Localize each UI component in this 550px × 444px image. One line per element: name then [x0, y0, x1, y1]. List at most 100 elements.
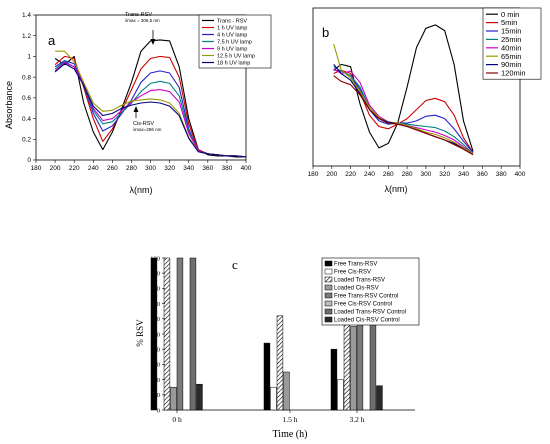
- bar: [176, 257, 184, 411]
- series-line: [54, 55, 247, 158]
- legend-entry: 12.5 h UV lamp: [217, 53, 255, 59]
- y-tick-label: 40: [154, 347, 161, 354]
- legend-swatch: [324, 276, 333, 283]
- y-tick-label: 1: [27, 54, 31, 61]
- panel-c-label: c: [232, 257, 238, 272]
- y-tick-label: 0.4: [22, 116, 31, 123]
- legend-box: [321, 257, 420, 326]
- panel-c-chart: 0 10 20 30 40 50 60 70 80 90 100 0 h 1.5 h 3.2 h c %…: [135, 255, 420, 440]
- bar: [343, 312, 351, 411]
- x-tick-label: 260: [107, 165, 118, 172]
- y-tick-label: 90: [154, 271, 161, 278]
- series-line: [54, 39, 246, 158]
- legend-entry: Free Cis-RSV Control: [334, 302, 392, 308]
- legend-swatch: [324, 300, 333, 307]
- y-tick-label: 100: [150, 255, 160, 262]
- x-tick-label: 380: [496, 171, 507, 178]
- y-tick-label: 10: [154, 392, 161, 399]
- x-tick-label: 340: [458, 171, 469, 178]
- x-tick-label: 300: [145, 165, 156, 172]
- legend-entry: 120min: [501, 69, 526, 78]
- legend-entry: Free Trans-RSV Control: [334, 294, 398, 300]
- y-tick-label: 1.2: [22, 33, 31, 40]
- panel-b-chart: 180 200 220 240 260 280 300 320 340 360 380 400 b λ…: [308, 7, 542, 194]
- legend-swatch: [324, 268, 333, 275]
- x-tick-label: 400: [241, 165, 252, 172]
- panel-a-y-axis-label: Absorbance: [4, 81, 14, 129]
- x-tick-label: 220: [345, 171, 356, 178]
- legend-entry: 1 h UV lamp: [217, 25, 247, 31]
- annotation-cis-text: Cis-RSV: [133, 121, 154, 127]
- legend-entry: Free Trans-RSV: [334, 262, 377, 268]
- y-tick-label: 0.6: [22, 95, 31, 102]
- y-tick-label: 50: [154, 331, 161, 338]
- series-line: [333, 66, 474, 154]
- legend-entry: 4 h UV lamp: [217, 32, 247, 38]
- bar: [350, 326, 357, 411]
- annotation-trans-text: Trans-RSV: [125, 12, 152, 18]
- legend-entry: Loaded Cis-RSV Control: [334, 318, 400, 324]
- x-tick-label: 220: [69, 165, 80, 172]
- y-tick-label: 80: [154, 286, 161, 293]
- y-tick-label: 0: [157, 407, 160, 414]
- legend-entry: 40min: [501, 43, 521, 52]
- annotation-cis-sub: λmax=286 nm: [133, 127, 162, 132]
- legend-swatch: [324, 292, 333, 299]
- legend-swatch: [324, 316, 333, 323]
- y-tick-label: 0.8: [22, 74, 31, 81]
- legend-entry: Loaded Cis-RSV: [334, 286, 379, 292]
- panel-a-chart: 180 200 220 240 260 280 300 320 340 360 380 400 0 0.…: [4, 12, 272, 195]
- bar: [337, 379, 344, 411]
- x-tick-label: 380: [221, 165, 232, 172]
- legend-entry: Loaded Trans-RSV Control: [334, 310, 406, 316]
- legend-entry: 18 h UV lamp: [217, 60, 250, 66]
- x-tick-label: 3.2 h: [350, 415, 365, 424]
- annotation-trans-sub: λmax = 306,5 nm: [125, 18, 160, 23]
- legend-entry: 9 h UV lamp: [217, 46, 247, 52]
- x-tick-label: 320: [439, 171, 450, 178]
- x-tick-label: 240: [364, 171, 375, 178]
- x-tick-label: 240: [88, 165, 99, 172]
- bar: [270, 386, 277, 411]
- panel-c-y-axis-label: % RSV: [135, 319, 145, 347]
- series-line: [333, 43, 474, 155]
- panel-c-legend: Free Trans-RSV Free Cis-RSV Loaded Trans-R…: [321, 257, 420, 326]
- series-line: [54, 62, 247, 158]
- y-tick-label: 30: [154, 362, 161, 369]
- legend-entry: 15min: [501, 27, 521, 36]
- legend-entry: 90min: [501, 60, 521, 69]
- series-line: [54, 61, 247, 158]
- y-tick-label: 1.4: [22, 12, 31, 19]
- y-tick-label: 70: [154, 301, 161, 308]
- panel-c-x-axis-label: Time (h): [273, 429, 308, 440]
- x-tick-label: 320: [164, 165, 175, 172]
- legend-swatch: [324, 284, 333, 291]
- panel-a-frame: [35, 14, 247, 161]
- series-line: [54, 60, 247, 158]
- x-tick-label: 360: [202, 165, 213, 172]
- bar: [189, 257, 197, 411]
- legend-entry: 7.5 h UV lamp: [217, 39, 252, 45]
- legend-entry: Trans - RSV: [217, 18, 247, 24]
- bar: [150, 257, 158, 411]
- legend-entry: 25min: [501, 35, 521, 44]
- panel-b-label: b: [322, 25, 329, 40]
- y-tick-label: 0: [27, 157, 31, 164]
- x-tick-label: 200: [326, 171, 337, 178]
- bar: [376, 385, 383, 411]
- bar: [170, 386, 177, 411]
- panel-b-frame: [312, 7, 521, 167]
- legend-entry: 0 min: [501, 10, 519, 19]
- arrow-up-icon: [133, 106, 139, 112]
- x-tick-label: 340: [183, 165, 194, 172]
- series-line: [54, 63, 247, 158]
- x-tick-label: 1.5 h: [283, 415, 298, 424]
- bar: [330, 348, 338, 411]
- x-tick-label: 300: [420, 171, 431, 178]
- series-line: [333, 69, 474, 153]
- legend-swatch: [324, 260, 333, 267]
- x-tick-label: 200: [50, 165, 61, 172]
